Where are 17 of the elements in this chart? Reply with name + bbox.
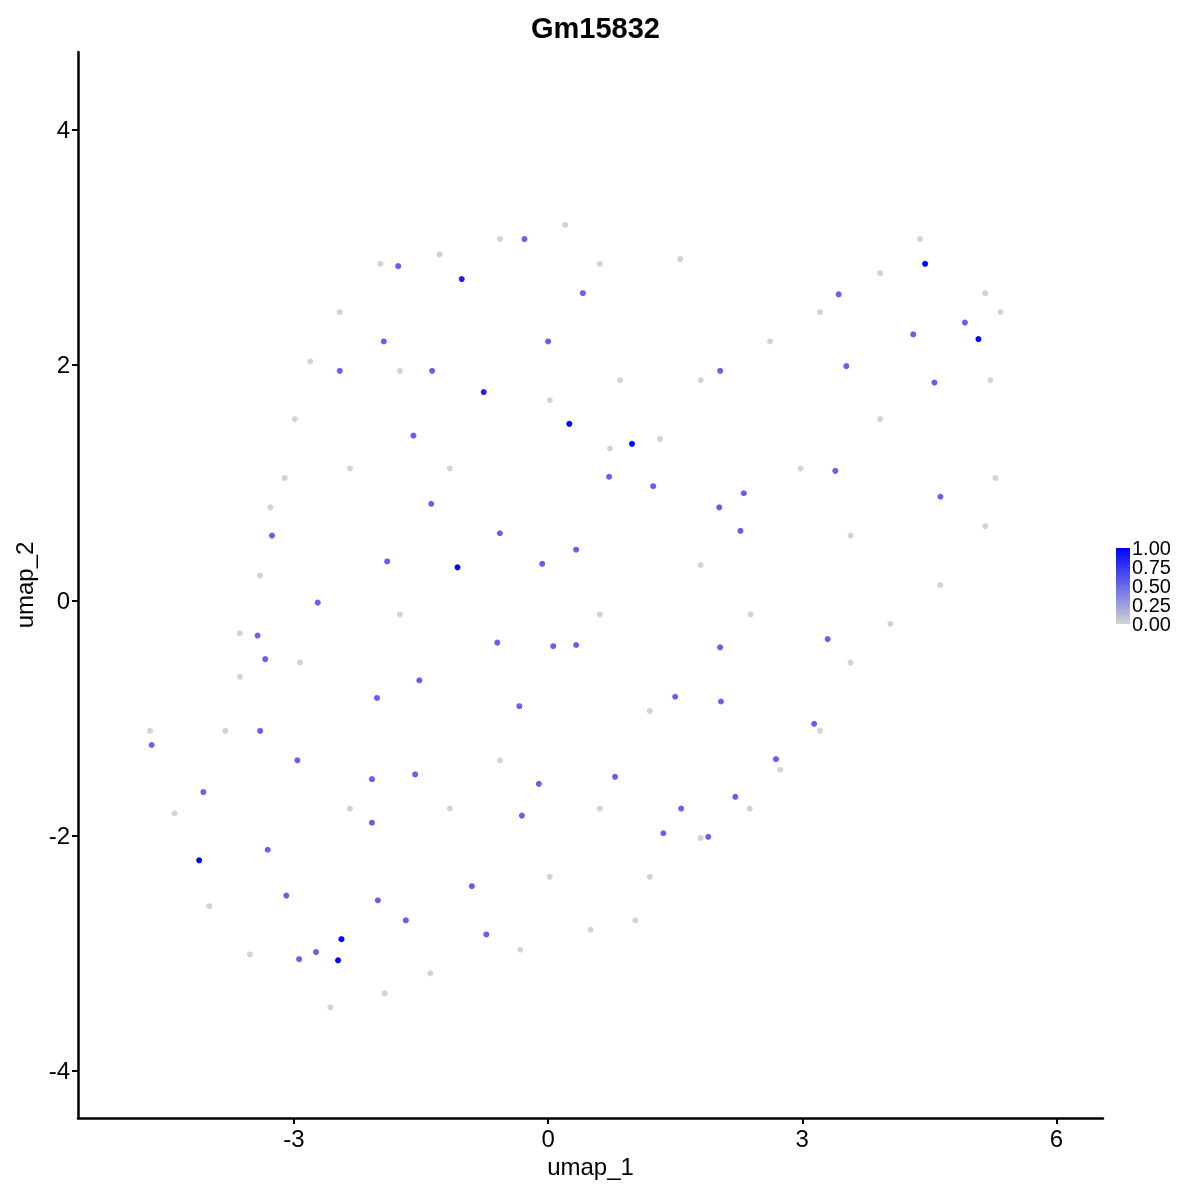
x-tick-label: -3 [283, 1124, 305, 1152]
color-bar-label: 0.50 [1132, 575, 1171, 597]
color-bar-label: 0.00 [1132, 613, 1171, 635]
y-tick-label: 0 [56, 586, 70, 614]
color-bar-label: 0.25 [1132, 594, 1171, 616]
color-bar-label: 1.00 [1132, 537, 1171, 559]
y-axis-title: umap_2 [10, 541, 38, 629]
y-tick-label: -4 [48, 1057, 70, 1085]
x-tick-label: 3 [795, 1124, 809, 1152]
x-axis-title: umap_1 [547, 1153, 634, 1181]
color-bar-label: 0.75 [1132, 556, 1171, 578]
y-tick-label: 2 [56, 351, 70, 379]
x-tick-label: 0 [541, 1124, 555, 1152]
y-tick-label: -2 [48, 822, 70, 850]
x-tick-label: 6 [1049, 1124, 1064, 1152]
chart-title: Gm15832 [531, 11, 660, 44]
y-tick-label: 4 [56, 116, 70, 144]
